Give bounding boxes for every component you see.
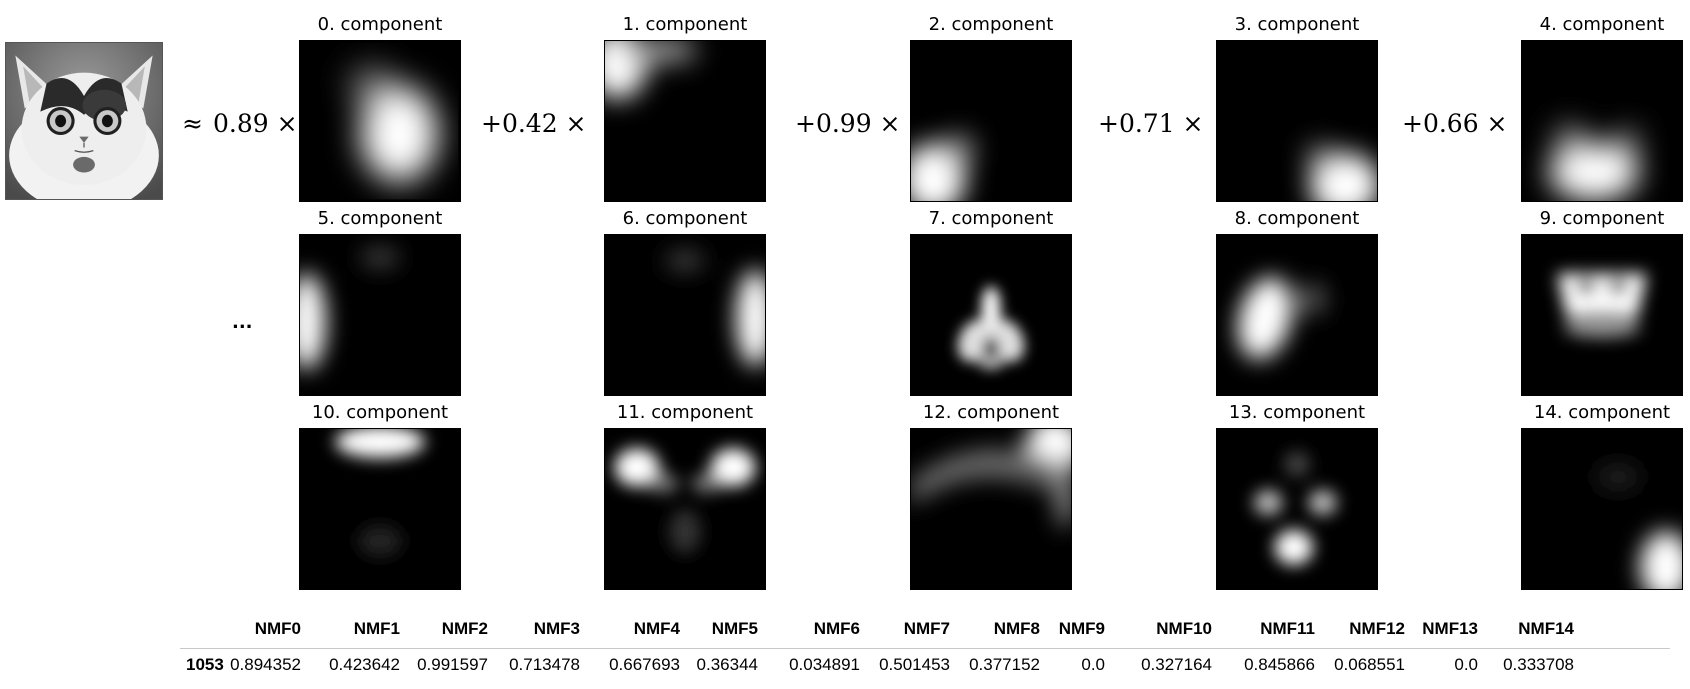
coefficient-2: +0.99 × — [795, 109, 901, 138]
component-title: 0. component — [317, 14, 443, 35]
column-header: NMF2 — [441, 619, 488, 638]
column-header: NMF7 — [903, 619, 950, 638]
coefficient-4: +0.66 × — [1402, 109, 1508, 138]
component-image — [1521, 40, 1683, 202]
component-title: 1. component — [622, 14, 748, 35]
component-image — [604, 40, 766, 202]
coefficient-3: +0.71 × — [1098, 109, 1204, 138]
table-cell: 0.333708 — [1503, 655, 1574, 674]
component-title: 8. component — [1234, 208, 1360, 229]
table-row: 1053 0.894352 0.423642 0.991597 0.713478… — [180, 649, 1670, 681]
coefficient-1: +0.42 × — [481, 109, 587, 138]
table-cell: 0.845866 — [1244, 655, 1315, 674]
column-header: NMF9 — [1058, 619, 1105, 638]
component-image — [1521, 234, 1683, 396]
column-header: NMF3 — [533, 619, 580, 638]
component-image — [910, 234, 1072, 396]
row-index: 1053 — [186, 655, 224, 674]
table-cell: 0.327164 — [1141, 655, 1212, 674]
table-cell: 0.667693 — [609, 655, 680, 674]
column-header: NMF5 — [711, 619, 758, 638]
component-image — [604, 234, 766, 396]
column-header: NMF12 — [1349, 619, 1405, 638]
component-title: 2. component — [928, 14, 1054, 35]
table-cell: 0.0 — [1081, 655, 1105, 674]
column-header: NMF4 — [633, 619, 680, 638]
component-title: 13. component — [1228, 402, 1366, 423]
nmf-coefficient-table: NMF0 NMF1 NMF2 NMF3 NMF4 NMF5 NMF6 NMF7 … — [180, 616, 1670, 681]
ellipsis: ... — [232, 312, 253, 333]
approx-symbol: ≈ — [182, 109, 203, 138]
column-header: NMF8 — [993, 619, 1040, 638]
component-image — [1216, 428, 1378, 590]
component-image — [1521, 428, 1683, 590]
table-header-row: NMF0 NMF1 NMF2 NMF3 NMF4 NMF5 NMF6 NMF7 … — [180, 616, 1670, 649]
column-header: NMF0 — [254, 619, 301, 638]
table-cell: 0.034891 — [789, 655, 860, 674]
coefficient-0: 0.89 × — [213, 109, 298, 138]
table-cell: 0.894352 — [230, 655, 301, 674]
component-image — [910, 40, 1072, 202]
component-image — [910, 428, 1072, 590]
component-image — [299, 40, 461, 202]
cat-face-picture — [6, 43, 162, 199]
component-image — [1216, 40, 1378, 202]
original-cat-image — [5, 42, 163, 200]
component-image — [299, 428, 461, 590]
table-cell: 0.36344 — [696, 655, 758, 674]
component-image — [299, 234, 461, 396]
component-title: 6. component — [622, 208, 748, 229]
component-title: 11. component — [616, 402, 754, 423]
column-header: NMF13 — [1422, 619, 1478, 638]
table-cell: 0.991597 — [417, 655, 488, 674]
component-title: 12. component — [922, 402, 1060, 423]
table-cell: 0.713478 — [509, 655, 580, 674]
table-cell: 0.068551 — [1334, 655, 1405, 674]
column-header: NMF1 — [353, 619, 400, 638]
component-title: 4. component — [1539, 14, 1665, 35]
component-title: 9. component — [1539, 208, 1665, 229]
column-header: NMF10 — [1156, 619, 1212, 638]
column-header: NMF6 — [813, 619, 860, 638]
component-title: 14. component — [1533, 402, 1671, 423]
component-image — [604, 428, 766, 590]
component-title: 10. component — [311, 402, 449, 423]
table-cell: 0.501453 — [879, 655, 950, 674]
column-header: NMF14 — [1518, 619, 1574, 638]
column-header: NMF11 — [1260, 619, 1315, 638]
table-cell: 0.423642 — [329, 655, 400, 674]
table-cell: 0.0 — [1454, 655, 1478, 674]
component-title: 7. component — [928, 208, 1054, 229]
component-image — [1216, 234, 1378, 396]
table-cell: 0.377152 — [969, 655, 1040, 674]
component-title: 5. component — [317, 208, 443, 229]
component-title: 3. component — [1234, 14, 1360, 35]
